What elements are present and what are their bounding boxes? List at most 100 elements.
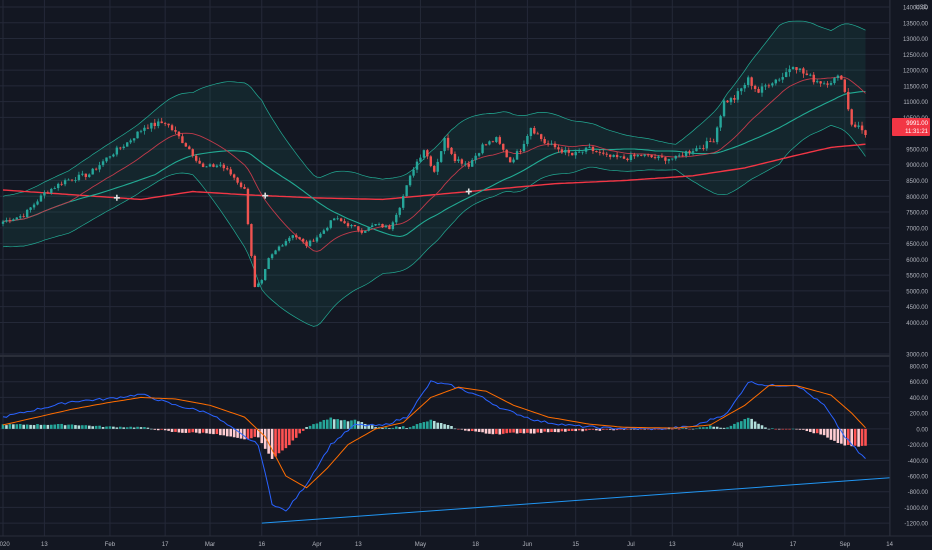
candle-body — [774, 79, 777, 84]
candle-body — [453, 153, 457, 162]
candle-body — [633, 154, 636, 157]
candle-body — [181, 136, 184, 144]
candle-body — [471, 160, 474, 167]
candle-body — [771, 83, 774, 86]
macd-histogram-bar — [405, 428, 408, 429]
macd-histogram-bar — [757, 423, 760, 429]
time-tick-label: Aug — [733, 542, 744, 548]
candle-body — [374, 224, 377, 226]
candle-body — [29, 207, 32, 210]
candle-body — [53, 188, 56, 189]
candle-body — [712, 141, 715, 143]
macd-histogram-bar — [753, 421, 757, 429]
macd-histogram-bar — [98, 425, 101, 429]
candle-body — [495, 137, 498, 142]
macd-histogram-bar — [225, 428, 229, 437]
macd-histogram-bar — [853, 428, 857, 446]
candle-body — [405, 185, 408, 197]
macd-histogram — [1, 417, 867, 459]
candle-body — [419, 157, 422, 162]
macd-histogram-bar — [529, 428, 533, 434]
candle-body — [212, 164, 215, 167]
macd-histogram-bar — [677, 428, 681, 430]
candle-body — [384, 225, 388, 228]
candle-body — [574, 151, 577, 156]
time-tick-label: 17 — [162, 542, 169, 548]
grid-lines — [0, 0, 891, 536]
candle-body — [326, 227, 329, 231]
candle-body — [491, 141, 495, 143]
candle-body — [860, 125, 864, 131]
price-tick-label: 4500.00 — [906, 305, 928, 311]
macd-histogram-bar — [77, 425, 81, 429]
candle-body — [167, 123, 170, 126]
macd-histogram-bar — [671, 428, 674, 430]
macd-histogram-bar — [467, 428, 471, 432]
candle-body — [191, 149, 194, 156]
macd-histogram-bar — [715, 426, 719, 429]
macd-histogram-bar — [181, 428, 184, 433]
macd-histogram-bar — [681, 428, 684, 429]
macd-lines — [2, 380, 894, 524]
candle-body — [457, 159, 460, 162]
macd-histogram-bar — [277, 428, 281, 454]
time-tick-label: Mar — [205, 542, 215, 548]
macd-histogram-bar — [201, 428, 205, 433]
macd-histogram-bar — [250, 428, 253, 439]
candle-body — [536, 133, 539, 135]
macd-histogram-bar — [705, 427, 709, 429]
macd-histogram-bar — [170, 428, 174, 432]
candle-body — [346, 223, 350, 227]
macd-histogram-bar — [53, 424, 57, 429]
candle-body — [160, 121, 163, 124]
price-tick-label: 12000.00 — [903, 69, 929, 75]
macd-histogram-bar — [243, 428, 246, 440]
candle-body — [226, 168, 229, 170]
macd-histogram-bar — [767, 428, 771, 430]
macd-histogram-bar — [577, 428, 581, 431]
candle-body — [5, 220, 8, 222]
macd-histogram-bar — [784, 428, 788, 430]
candle-body — [460, 159, 464, 164]
candle-body — [260, 280, 263, 284]
candle-body — [446, 137, 450, 148]
macd-histogram-bar — [826, 428, 829, 438]
candle-body — [781, 77, 784, 80]
candle-body — [474, 155, 477, 161]
macd-histogram-bar — [860, 428, 864, 446]
candle-body — [364, 230, 367, 233]
macd-histogram-bar — [750, 418, 753, 429]
macd-histogram-bar — [846, 428, 850, 446]
macd-histogram-bar — [160, 428, 163, 430]
candle-body — [564, 149, 567, 153]
macd-histogram-bar — [339, 420, 343, 429]
macd-histogram-bar — [584, 428, 588, 431]
macd-histogram-bar — [612, 428, 615, 431]
price-tick-label: 8500.00 — [906, 179, 928, 185]
candle-body — [581, 151, 584, 153]
price-tick-label: 9500.00 — [906, 147, 928, 153]
price-axis-background[interactable] — [890, 0, 932, 536]
macd-histogram-bar — [329, 417, 333, 429]
candle-body — [577, 151, 581, 153]
macd-histogram-bar — [646, 428, 650, 430]
candle-body — [319, 233, 322, 238]
candle-body — [733, 98, 736, 100]
macd-histogram-bar — [236, 428, 239, 438]
macd-histogram-bar — [809, 428, 812, 432]
macd-histogram-bar — [539, 428, 543, 433]
macd-histogram-bar — [740, 421, 743, 429]
macd-histogram-bar — [43, 424, 46, 429]
candle-body — [126, 142, 129, 147]
candle-body — [312, 240, 315, 242]
candle-body — [402, 196, 405, 208]
macd-histogram-bar — [8, 424, 12, 429]
time-tick-label: 13 — [41, 542, 48, 548]
candle-body — [750, 77, 753, 86]
candle-body — [743, 84, 746, 89]
candle-body — [767, 85, 771, 87]
candle-body — [836, 75, 840, 79]
macd-histogram-bar — [722, 427, 726, 429]
macd-histogram-bar — [281, 428, 284, 451]
